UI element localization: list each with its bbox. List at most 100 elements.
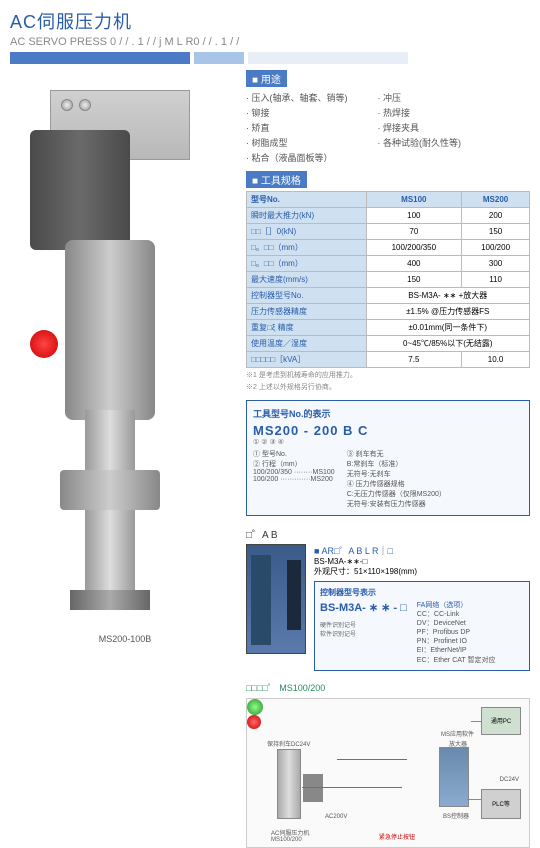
spec-label: 重复□ξ 精度: [247, 320, 367, 336]
model-desc-item: 无符号:安装有压力传感器: [347, 499, 446, 509]
model-desc-item: ① 型号No.: [253, 449, 335, 459]
model-nums: ① ② ③ ④: [253, 438, 523, 446]
use-item: 各种试验(耐久性等): [378, 135, 462, 150]
plc-box: PLC等: [481, 789, 521, 819]
use-item: 铆接: [246, 105, 348, 120]
spec-label: 控制器型号No.: [247, 288, 367, 304]
title-en: AC SERVO PRESS 0 / / . 1 / / j M L R0 / …: [10, 36, 530, 48]
press-label: AC伺服压力机MS100/200: [271, 828, 309, 843]
use-item: 矫直: [246, 120, 348, 135]
spec-value: 100/200: [462, 240, 530, 256]
spec-value: 10.0: [462, 352, 530, 368]
fa-item: PF：Profibus DP: [417, 628, 496, 637]
model-no-box: 工具型号No.的表示 MS200 - 200 B C ① ② ③ ④ ① 型号N…: [246, 400, 530, 516]
spec-label: □。□□（mm）: [247, 256, 367, 272]
spec-value: 400: [366, 256, 462, 272]
spec-label: 最大速度(mm/s): [247, 272, 367, 288]
model-desc-item: ④ 压力传感器规格: [347, 479, 446, 489]
controller-model-box: 控制器型号表示 BS-M3A- ∗ ∗ - □ 硬件识别记号 软件识别记号 FA…: [314, 581, 530, 671]
spec-label: 瞬时最大推力(kN): [247, 208, 367, 224]
estop-button-icon: [30, 330, 58, 358]
amp-box-diagram: [439, 747, 469, 807]
spec-value: 0~45℃/85%以下(无结露): [366, 336, 529, 352]
estop-label: 紧急停止按钮: [379, 832, 415, 841]
spec-value: 7.5: [366, 352, 462, 368]
spec-label: 使用温度／湿度: [247, 336, 367, 352]
model-desc-item: B:常刹车（标准）: [347, 459, 446, 469]
spec-label: □□□□□［kVA］: [247, 352, 367, 368]
product-label: MS200-100B: [10, 634, 240, 644]
spec-table: 型号No.MS100MS200瞬时最大推力(kN)100200□□［］0(kN)…: [246, 191, 530, 368]
fa-item: EC：Ether CAT 暂定对应: [417, 656, 496, 665]
amp-box-title: 控制器型号表示: [320, 587, 524, 598]
use-item: 树脂成型: [246, 135, 348, 150]
pc-box: 通用PC: [481, 707, 521, 735]
press-box-diagram: [277, 749, 301, 819]
bs-label: BS控制器: [443, 811, 469, 820]
sw-label: MS应用软件: [441, 729, 474, 738]
amp-header: ■ AR□゜A B L R｜□: [314, 544, 530, 557]
press-shaft: [85, 410, 135, 610]
use-item: 冲压: [378, 90, 462, 105]
ac-label: AC200V: [325, 814, 347, 820]
spec-header: 工具规格: [246, 171, 307, 188]
spec-value: 70: [366, 224, 462, 240]
press-cylinder: [65, 240, 155, 420]
spec-value: 100/200/350: [366, 240, 462, 256]
spec-value: MS100: [366, 192, 462, 208]
press-flange: [60, 470, 160, 510]
spec-value: 100: [366, 208, 462, 224]
system-diagram: 通用PC MS应用软件 放大器 PLC等 DC24V 保持刹车DC24V AC2…: [246, 698, 530, 848]
title-cn: AC伺服压力机: [10, 8, 530, 34]
use-item: 热焊接: [378, 105, 462, 120]
product-image: [10, 70, 220, 630]
use-item: 粘合（液晶面板等）: [246, 150, 348, 165]
amplifier-image: [246, 544, 306, 654]
amp-section-header: □゜A B: [246, 526, 530, 541]
model-string: MS200 - 200 B C: [253, 423, 523, 438]
estop-icon: [247, 715, 261, 729]
hold-label: 保持刹车DC24V: [267, 739, 310, 748]
press-motor: [30, 130, 130, 250]
uses-table: 压入(轴承、轴套、销等)铆接矫直树脂成型粘合（液晶面板等） 冲压热焊接焊接夹具各…: [246, 90, 530, 165]
spec-value: ±1.5% @压力传感器FS: [366, 304, 529, 320]
fa-item: CC：CC-Link: [417, 610, 496, 619]
amp-sw-label: 硬件识别记号: [320, 620, 407, 629]
press-base: [70, 590, 150, 610]
amp-sw2-label: 软件识别记号: [320, 629, 407, 638]
spec-value: 150: [366, 272, 462, 288]
spec-label: □。□□（mm）: [247, 240, 367, 256]
spec-note: ※1 是考虑到机械寿命的应用推力。: [246, 370, 530, 380]
fa-item: DV：DeviceNet: [417, 619, 496, 628]
fa-item: EI：EtherNet/IP: [417, 646, 496, 655]
spec-label: 型号No.: [247, 192, 367, 208]
use-item: 压入(轴承、轴套、销等): [246, 90, 348, 105]
amp-box-model: BS-M3A- ∗ ∗ - □: [320, 601, 407, 614]
spec-value: BS-M3A- ∗∗ +放大器: [366, 288, 529, 304]
uses-header: 用途: [246, 70, 287, 87]
amp-model: BS-M3A-∗∗-□: [314, 557, 530, 566]
amp-dim: 外观尺寸：51×110×198(mm): [314, 566, 530, 577]
disc-icon: [247, 699, 263, 715]
model-desc-item: ② 行程（mm）: [253, 459, 335, 469]
spec-value: 110: [462, 272, 530, 288]
spec-value: 200: [462, 208, 530, 224]
model-desc-item: 100/200 ·············MS200: [253, 476, 335, 483]
system-header: □□□□゜ MS100/200: [246, 681, 530, 694]
fa-item: PN：Profinet IO: [417, 637, 496, 646]
model-desc-item: ③ 刹车有无: [347, 449, 446, 459]
spec-value: ±0.01mm(同一条件下): [366, 320, 529, 336]
spec-label: 压力传感器精度: [247, 304, 367, 320]
fa-title: FA网络（选项）: [417, 601, 496, 610]
spec-value: 300: [462, 256, 530, 272]
spec-label: □□［］0(kN): [247, 224, 367, 240]
dc-label: DC24V: [500, 777, 519, 783]
model-box-title: 工具型号No.的表示: [253, 407, 523, 420]
motor-box-diagram: [303, 774, 323, 802]
model-desc-item: C:无压力传感器（仅限MS200）: [347, 489, 446, 499]
model-desc-item: 无符号:无刹车: [347, 469, 446, 479]
model-desc-item: 100/200/350 ········MS100: [253, 469, 335, 476]
title-bar: [10, 52, 530, 64]
spec-value: 150: [462, 224, 530, 240]
use-item: 焊接夹具: [378, 120, 462, 135]
